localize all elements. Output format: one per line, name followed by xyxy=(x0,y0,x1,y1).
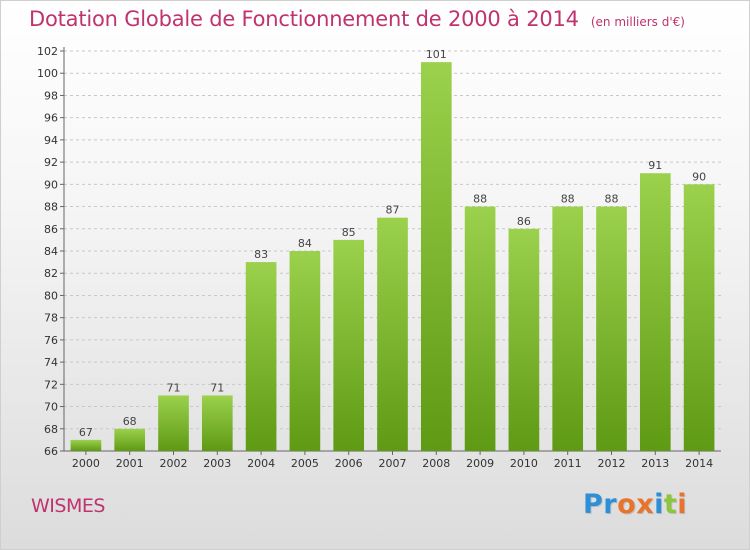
chart-subtitle: (en milliers d'€) xyxy=(590,15,685,29)
chart-title: Dotation Globale de Fonctionnement de 20… xyxy=(29,7,579,31)
bars xyxy=(70,62,715,452)
y-tick-label: 80 xyxy=(44,289,58,302)
x-tick-label-2005: 2005 xyxy=(291,457,319,470)
brand-letter: i xyxy=(654,489,664,520)
y-tick-label: 78 xyxy=(44,312,58,325)
x-tick-label-2010: 2010 xyxy=(510,457,538,470)
data-label-2012: 88 xyxy=(605,193,619,206)
bar-2009 xyxy=(464,206,496,451)
brand-letter: t xyxy=(663,489,678,520)
brand-letter: P xyxy=(583,489,604,520)
bar-2000 xyxy=(70,439,102,451)
x-tick-label-2004: 2004 xyxy=(247,457,275,470)
data-label-2010: 86 xyxy=(517,215,531,228)
data-label-2014: 90 xyxy=(692,170,706,183)
bar-2014 xyxy=(683,184,715,452)
brand-letter: r xyxy=(603,489,618,520)
bar-2008 xyxy=(420,62,452,451)
data-label-2005: 84 xyxy=(298,237,312,250)
x-tick-label-2014: 2014 xyxy=(685,457,713,470)
data-label-2008: 101 xyxy=(426,48,447,61)
bar-2011 xyxy=(552,206,584,451)
bar-2003 xyxy=(201,395,233,451)
y-tick-label: 84 xyxy=(44,245,58,258)
data-label-2004: 83 xyxy=(254,248,268,261)
y-tick-label: 82 xyxy=(44,267,58,280)
x-tick-label-2008: 2008 xyxy=(422,457,450,470)
title-row: Dotation Globale de Fonctionnement de 20… xyxy=(29,7,685,31)
x-tick-label-2006: 2006 xyxy=(335,457,363,470)
data-label-2000: 67 xyxy=(79,426,93,439)
commune-name: WISMES xyxy=(31,495,105,517)
data-label-2007: 87 xyxy=(386,204,400,217)
x-tick-label-2011: 2011 xyxy=(554,457,582,470)
x-tick-label-2000: 2000 xyxy=(72,457,100,470)
y-tick-label: 102 xyxy=(37,45,58,58)
y-tick-label: 74 xyxy=(44,356,58,369)
bar-2012 xyxy=(596,206,627,451)
bar-2001 xyxy=(114,428,146,451)
bar-2013 xyxy=(639,173,671,451)
brand-letter: x xyxy=(636,489,655,520)
brand-letter: o xyxy=(617,489,637,520)
x-tick-label-2001: 2001 xyxy=(116,457,144,470)
x-tick-label-2002: 2002 xyxy=(160,457,188,470)
data-label-2001: 68 xyxy=(123,415,137,428)
y-tick-label: 86 xyxy=(44,223,58,236)
x-tick-label-2013: 2013 xyxy=(641,457,669,470)
y-tick-label: 76 xyxy=(44,334,58,347)
data-label-2009: 88 xyxy=(473,193,487,206)
labels: 67 68 71 71 83 84 85 87 101 88 86 88 88 91 90 xyxy=(79,48,706,439)
bar-2002 xyxy=(158,395,189,451)
data-label-2011: 88 xyxy=(561,193,575,206)
y-tick-label: 90 xyxy=(44,178,58,191)
x-tick-label-2007: 2007 xyxy=(379,457,407,470)
y-tick-label: 94 xyxy=(44,134,58,147)
x-tick-label-2009: 2009 xyxy=(466,457,494,470)
brand-letter: i xyxy=(677,489,688,520)
y-tick-label: 92 xyxy=(44,156,58,169)
y-tick-label: 72 xyxy=(44,378,58,391)
axes: 66 68 70 72 74 76 78 80 82 84 86 88 90 92 94 96 98 100 102… xyxy=(37,45,721,470)
x-tick-label-2012: 2012 xyxy=(598,457,626,470)
y-tick-label: 96 xyxy=(44,112,58,125)
y-tick-label: 70 xyxy=(44,401,58,414)
y-tick-label: 100 xyxy=(37,67,58,80)
bar-2007 xyxy=(377,217,408,451)
data-label-2002: 71 xyxy=(167,381,181,394)
x-tick-label-2003: 2003 xyxy=(203,457,231,470)
bar-2005 xyxy=(289,251,321,451)
proxiti-logo: Proxiti xyxy=(583,489,687,520)
y-tick-label: 66 xyxy=(44,445,58,458)
data-label-2006: 85 xyxy=(342,226,356,239)
y-tick-label: 68 xyxy=(44,423,58,436)
y-tick-label: 88 xyxy=(44,201,58,214)
bar-2004 xyxy=(245,262,277,451)
bar-2006 xyxy=(333,239,365,451)
y-tick-label: 98 xyxy=(44,89,58,102)
data-label-2003: 71 xyxy=(210,381,224,394)
bar-2010 xyxy=(508,228,540,451)
data-label-2013: 91 xyxy=(648,159,662,172)
